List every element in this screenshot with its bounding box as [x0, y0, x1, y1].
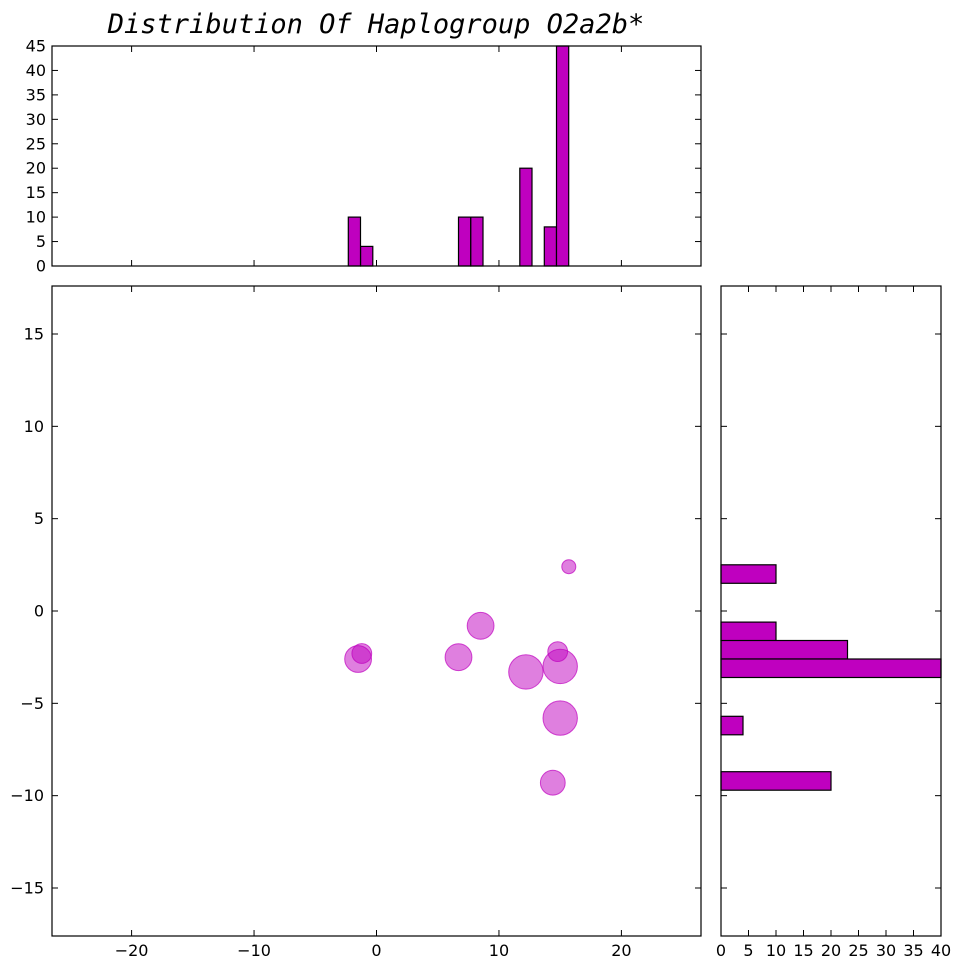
scatter-point: [539, 769, 566, 796]
scatter-x-tick-label: −10: [237, 941, 271, 960]
right-x-tick-label: 25: [848, 941, 868, 960]
top-histogram-bar: [457, 216, 472, 267]
right-histogram-bar: [720, 715, 744, 736]
top-y-tick-label: 45: [26, 37, 46, 56]
right-histogram-frame: [720, 285, 942, 937]
scatter-y-tick-label: 5: [34, 509, 44, 528]
scatter-point: [561, 559, 577, 575]
right-x-tick-label: 35: [903, 941, 923, 960]
top-y-tick-label: 10: [26, 208, 46, 227]
scatter-frame: [51, 285, 702, 937]
right-histogram-bar: [720, 639, 849, 660]
chart-title: Distribution Of Haplogroup O2a2b*: [107, 9, 644, 40]
main-scatter: −20 −10 0 10 20 −15 −10 −5 0 5 10 15: [10, 285, 702, 960]
scatter-y-tick-label: −5: [20, 694, 44, 713]
scatter-x-tick-label: 10: [489, 941, 509, 960]
scatter-x-tick-label: 0: [371, 941, 381, 960]
right-histogram-bar: [720, 771, 832, 791]
right-histogram-bar: [720, 621, 777, 642]
right-x-tick-label: 15: [793, 941, 813, 960]
top-histogram-bar: [519, 167, 533, 267]
scatter-point: [542, 648, 578, 685]
right-x-tick-label: 5: [743, 941, 753, 960]
scatter-point: [542, 700, 578, 736]
top-y-tick-label: 40: [26, 61, 46, 80]
top-y-tick-label: 20: [26, 159, 46, 178]
top-histogram-bar: [470, 216, 484, 267]
top-histogram-bar: [347, 216, 362, 267]
top-histogram-bar: [555, 45, 570, 267]
scatter-x-tick-label: 20: [611, 941, 631, 960]
top-histogram-bar: [543, 226, 558, 267]
right-x-tick-label: 0: [716, 941, 726, 960]
top-y-tick-label: 0: [36, 257, 46, 276]
scatter-y-tick-label: 0: [34, 602, 44, 621]
top-y-tick-label: 30: [26, 110, 46, 129]
scatter-y-tick-label: −15: [10, 878, 44, 897]
scatter-y-tick-label: −10: [10, 786, 44, 805]
scatter-point: [444, 643, 473, 672]
scatter-point: [466, 611, 495, 640]
right-histogram-bar: [720, 658, 942, 679]
right-x-tick-label: 30: [876, 941, 896, 960]
scatter-x-tick-label: −20: [115, 941, 149, 960]
scatter-point: [351, 643, 373, 664]
scatter-point: [508, 654, 544, 690]
top-y-tick-label: 25: [26, 134, 46, 153]
scatter-y-tick-label: 10: [24, 417, 44, 436]
top-y-tick-label: 5: [36, 232, 46, 251]
top-y-tick-label: 35: [26, 85, 46, 104]
right-x-tick-label: 20: [821, 941, 841, 960]
right-histogram: 0 5 10 15 20 25 30 35 40: [716, 285, 951, 960]
scatter-y-tick-label: 15: [24, 325, 44, 344]
top-histogram: 0 5 10 15 20 25 30 35 40 45: [26, 37, 702, 276]
top-histogram-bar: [360, 245, 374, 267]
right-histogram-bar: [720, 564, 777, 584]
right-x-tick-label: 40: [931, 941, 951, 960]
top-histogram-frame: [51, 45, 702, 267]
right-x-tick-label: 10: [766, 941, 786, 960]
top-y-tick-label: 15: [26, 183, 46, 202]
